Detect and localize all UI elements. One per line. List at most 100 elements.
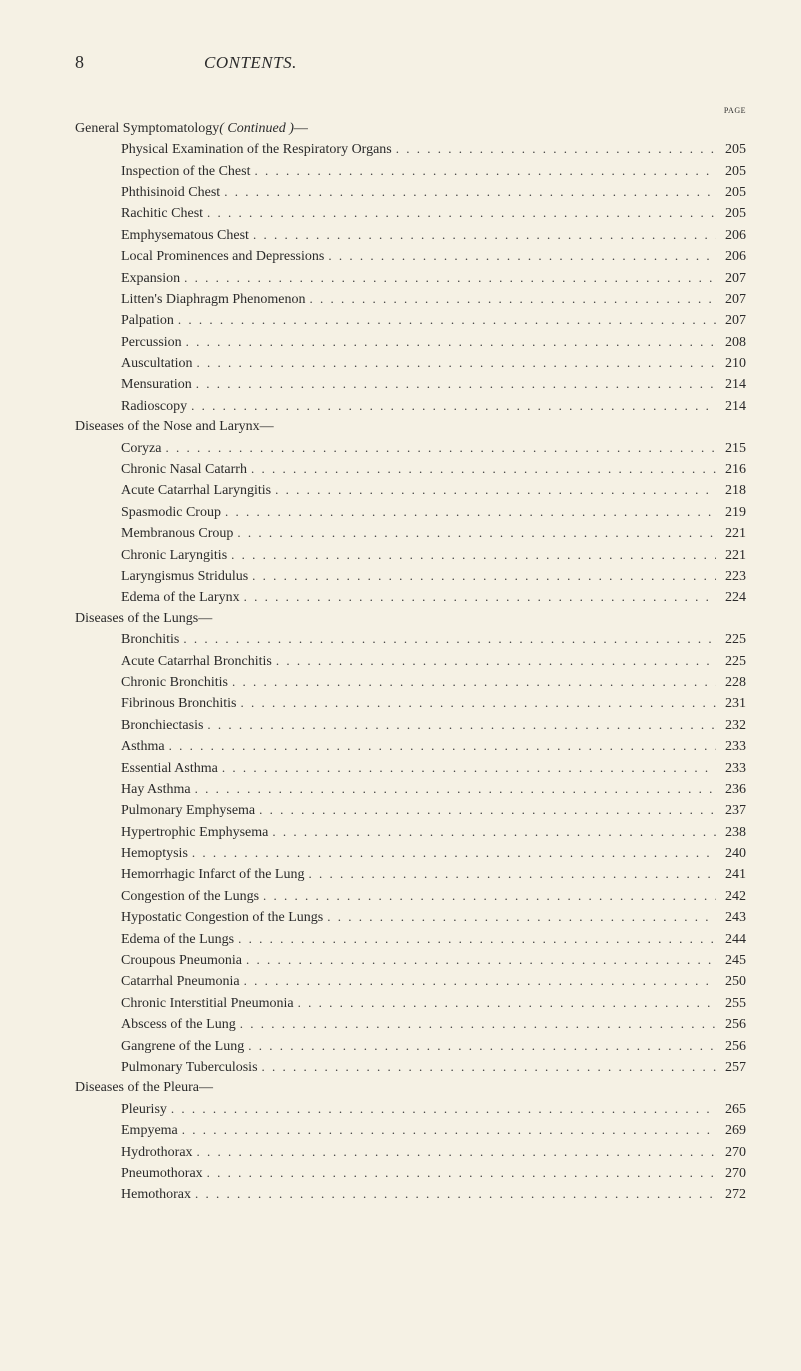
toc-heading-label: General Symptomatology [75,120,219,139]
toc-leader-dots [268,823,716,841]
toc-entry-page: 240 [716,845,746,864]
toc-leader-dots [220,183,716,201]
toc-entry-label: Hemothorax [121,1186,191,1205]
toc-entry-page: 205 [716,205,746,224]
toc-entry-page: 206 [716,227,746,246]
toc-entry: Essential Asthma233 [75,759,746,779]
toc-leader-dots [240,588,716,606]
toc-leader-dots [324,247,716,265]
toc-entry-page: 233 [716,760,746,779]
toc-leader-dots [259,887,716,905]
toc-entry-page: 237 [716,802,746,821]
toc-entry-label: Palpation [121,312,174,331]
toc-entry: Inspection of the Chest205 [75,162,746,182]
toc-leader-dots [221,503,716,521]
toc-entry: Chronic Laryngitis221 [75,546,746,566]
toc-leader-dots [192,375,716,393]
toc-entry-label: Pulmonary Emphysema [121,802,255,821]
toc-section-heading: General Symptomatology ( Continued )— [75,120,746,139]
toc-entry: Mensuration214 [75,375,746,395]
toc-entry: Bronchiectasis 232 [75,716,746,736]
toc-leader-dots [165,737,716,755]
toc-entry: Pleurisy265 [75,1100,746,1120]
toc-entry-page: 223 [716,568,746,587]
toc-leader-dots [237,694,716,712]
toc-heading-label: Diseases of the Lungs— [75,610,212,629]
toc-leader-dots [227,546,716,564]
toc-entry: Fibrinous Bronchitis231 [75,694,746,714]
toc-entry-page: 233 [716,738,746,757]
toc-entry: Percussion208 [75,333,746,353]
toc-entry: Acute Catarrhal Laryngitis218 [75,481,746,501]
toc-leader-dots [240,972,716,990]
toc-entry-page: 224 [716,589,746,608]
toc-entry: Litten's Diaphragm Phenomenon207 [75,290,746,310]
toc-entry-page: 236 [716,781,746,800]
toc-entry-label: Hypostatic Congestion of the Lungs [121,909,323,928]
toc-leader-dots [255,801,716,819]
page-number: 8 [75,50,84,74]
toc-entry: Membranous Croup221 [75,524,746,544]
table-of-contents: General Symptomatology ( Continued )—Phy… [75,120,746,1205]
toc-entry: Congestion of the Lungs242 [75,887,746,907]
toc-entry-label: Abscess of the Lung [121,1016,236,1035]
toc-entry-page: 231 [716,695,746,714]
toc-entry: Acute Catarrhal Bronchitis225 [75,652,746,672]
toc-entry: Empyema269 [75,1121,746,1141]
toc-entry-page: 225 [716,653,746,672]
toc-entry-page: 205 [716,163,746,182]
toc-entry-page: 256 [716,1016,746,1035]
toc-entry: Pneumothorax270 [75,1164,746,1184]
toc-leader-dots [234,930,716,948]
toc-leader-dots [272,652,716,670]
toc-entry-label: Chronic Bronchitis [121,674,228,693]
toc-entry-page: 214 [716,376,746,395]
toc-entry-page: 245 [716,952,746,971]
toc-entry: Pulmonary Tuberculosis257 [75,1058,746,1078]
toc-entry: Palpation207 [75,311,746,331]
toc-entry-label: Chronic Laryngitis [121,547,227,566]
toc-entry-page: 272 [716,1186,746,1205]
toc-entry-label: Asthma [121,738,165,757]
toc-entry-label: Spasmodic Croup [121,504,221,523]
toc-leader-dots [174,311,716,329]
toc-entry: Abscess of the Lung 256 [75,1015,746,1035]
toc-leader-dots [304,865,716,883]
page-header: 8 CONTENTS. [75,50,746,75]
toc-entry: Edema of the Larynx224 [75,588,746,608]
toc-entry-label: Bronchiectasis [121,717,203,736]
toc-leader-dots [188,844,716,862]
toc-entry-label: Hay Asthma [121,781,191,800]
toc-entry-label: Chronic Interstitial Pneumonia [121,995,294,1014]
toc-entry: Chronic Nasal Catarrh216 [75,460,746,480]
toc-leader-dots [249,226,716,244]
toc-leader-dots [187,397,716,415]
toc-entry-label: Rachitic Chest [121,205,203,224]
toc-leader-dots [392,140,716,158]
toc-entry: Bronchitis225 [75,630,746,650]
toc-entry: Hypertrophic Emphysema238 [75,823,746,843]
toc-leader-dots [203,1164,716,1182]
toc-section-heading: Diseases of the Pleura— [75,1079,746,1098]
toc-entry: Hay Asthma 236 [75,780,746,800]
toc-entry-label: Acute Catarrhal Laryngitis [121,482,271,501]
toc-entry-page: 221 [716,525,746,544]
toc-section-heading: Diseases of the Nose and Larynx— [75,418,746,437]
toc-entry-label: Empyema [121,1122,178,1141]
toc-entry: Gangrene of the Lung256 [75,1037,746,1057]
toc-leader-dots [242,951,716,969]
toc-entry-page: 232 [716,717,746,736]
toc-entry-page: 256 [716,1038,746,1057]
toc-entry-page: 210 [716,355,746,374]
toc-entry-label: Coryza [121,440,161,459]
header-title: CONTENTS. [204,52,297,75]
toc-entry-page: 206 [716,248,746,267]
toc-entry-label: Radioscopy [121,398,187,417]
toc-leader-dots [244,1037,716,1055]
toc-leader-dots [228,673,716,691]
toc-leader-dots [250,162,716,180]
toc-entry-page: 207 [716,291,746,310]
toc-leader-dots [178,1121,716,1139]
toc-entry-page: 250 [716,973,746,992]
toc-entry-label: Emphysematous Chest [121,227,249,246]
